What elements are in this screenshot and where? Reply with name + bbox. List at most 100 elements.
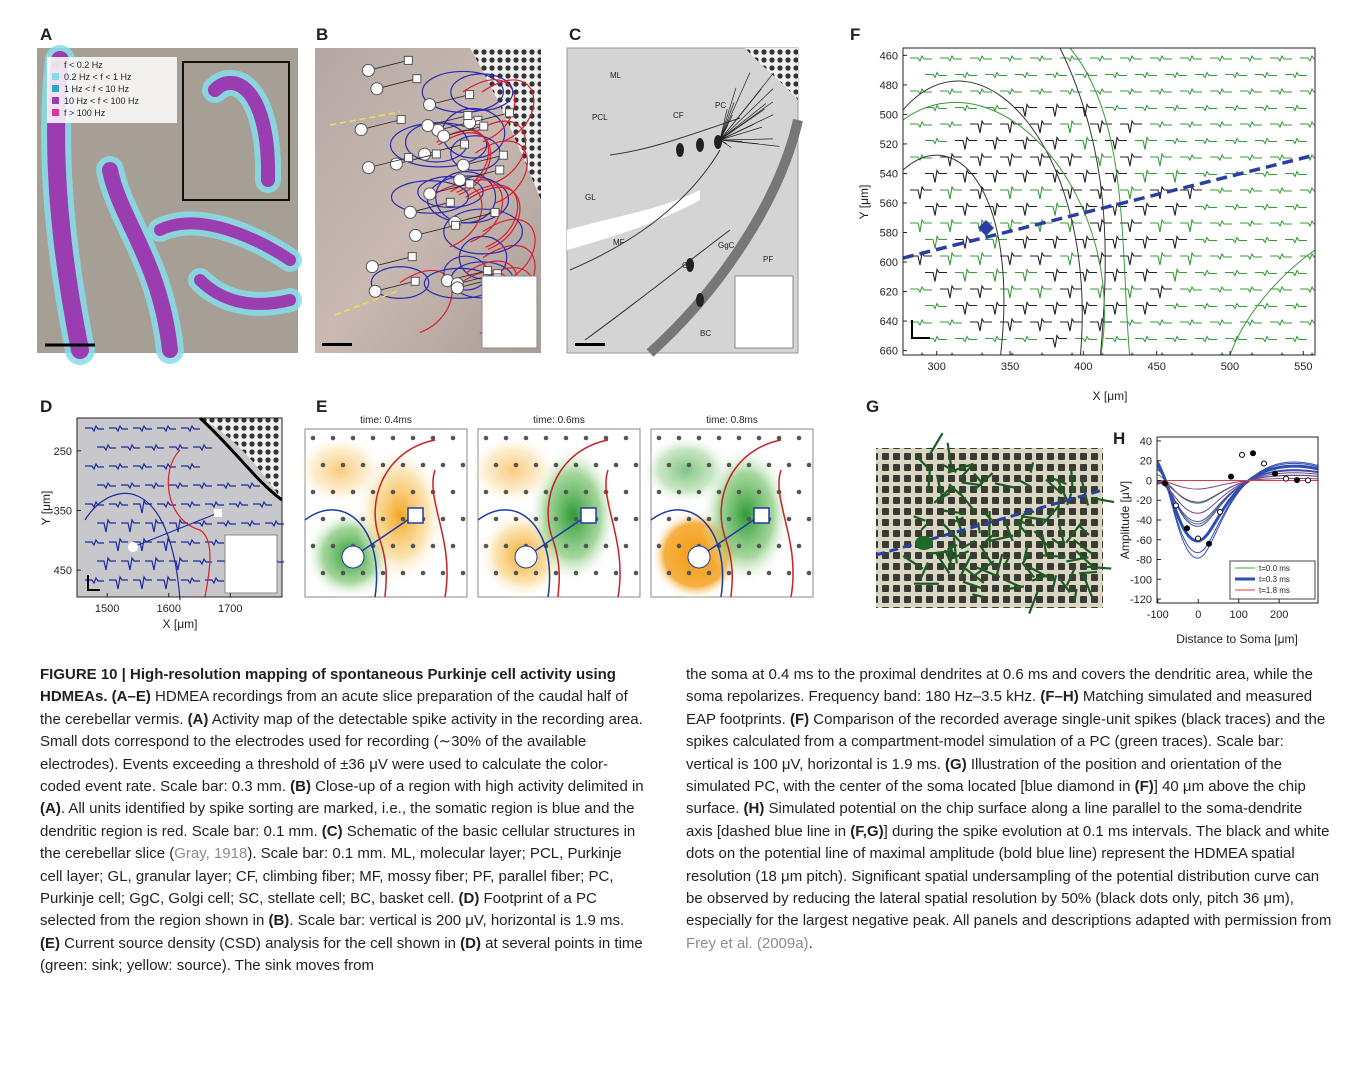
spike-trace [1090, 218, 1112, 233]
unit-link [443, 125, 484, 137]
cell [696, 293, 704, 307]
x-tick-label: 350 [1001, 361, 1019, 373]
spike-trace [1285, 236, 1307, 244]
legend-swatch [52, 85, 59, 92]
dendrite [935, 474, 945, 502]
x-axis-label: Distance to Soma [μm] [1176, 632, 1298, 646]
caption-text: (D) [458, 890, 480, 908]
potential-curve [1157, 472, 1318, 514]
spike-trace [1075, 301, 1097, 315]
spike-trace [181, 538, 200, 547]
panel-label: D [40, 397, 52, 416]
electrode [786, 516, 792, 522]
spike-trace [910, 87, 932, 96]
scale-bar [575, 343, 605, 346]
spike-trace [1195, 302, 1217, 310]
white-matter [567, 190, 700, 250]
citation-link[interactable]: Gray, 1918 [174, 845, 248, 863]
contour [84, 492, 181, 601]
sample-dot [1195, 535, 1201, 542]
spike-trace [1300, 120, 1315, 129]
electrode [340, 570, 346, 576]
x-tick-label: 450 [1147, 361, 1165, 373]
y-tick-label: -80 [1136, 555, 1152, 567]
image-band [154, 217, 296, 266]
potential-curve [1157, 477, 1318, 490]
spike-trace [1180, 120, 1202, 129]
spike-trace [121, 518, 140, 533]
spike-trace [1300, 219, 1315, 228]
dendrite-marker [490, 207, 500, 217]
caption-text: (E) [40, 934, 60, 952]
spike-trace [1075, 235, 1097, 249]
dendrite-marker [498, 150, 508, 160]
spike-trace [925, 235, 947, 249]
electrode [493, 570, 499, 576]
spike-trace [1120, 87, 1142, 96]
x-tick-label: 400 [1074, 361, 1092, 373]
citation-link[interactable]: Frey et al. (2009a) [686, 934, 809, 952]
neuron [902, 432, 1115, 614]
spike-trace [1225, 269, 1247, 277]
spike-trace [1150, 54, 1172, 63]
soma-marker [365, 260, 379, 274]
dendrite-marker [404, 153, 414, 163]
dendrite [1049, 476, 1067, 486]
dendrite [948, 483, 962, 496]
spike-trace [985, 136, 1007, 150]
soma-marker [370, 82, 384, 96]
spike-trace [1135, 169, 1157, 183]
dendrite-marker [465, 90, 475, 100]
unit-link [429, 183, 470, 195]
plot-area [903, 48, 1315, 355]
spike-trace [1255, 335, 1277, 343]
spike-trace [97, 481, 116, 490]
sample-dot [1283, 475, 1289, 482]
electrode [776, 435, 782, 441]
electrode [533, 570, 539, 576]
spike-trace [1045, 235, 1067, 249]
spike-trace [1015, 169, 1037, 183]
dendrite [943, 509, 967, 515]
dendrite [1073, 588, 1078, 603]
dendrite [952, 537, 958, 564]
annotation: CF [673, 111, 684, 120]
image-band [102, 162, 178, 358]
soma-marker [128, 542, 138, 552]
spike-trace [955, 71, 977, 79]
electrode [430, 435, 436, 441]
x-tick-label: 0 [1195, 609, 1201, 621]
spike-trace [955, 202, 977, 216]
spike-trace [1060, 218, 1082, 233]
electrode [603, 543, 609, 549]
spike-trace [1315, 172, 1337, 177]
dendrite [927, 465, 932, 493]
dendrite [1057, 496, 1060, 518]
spike-trace [1135, 71, 1157, 79]
dendrite [1042, 554, 1066, 559]
electrode [310, 489, 316, 495]
annotation: PF [763, 255, 773, 264]
spike-trace [205, 538, 224, 547]
spike-trace [85, 576, 104, 585]
spike-trace [1270, 285, 1292, 294]
caption-text: FIGURE 10 | High-resolution mapping of s… [40, 666, 616, 706]
dendrite-marker [505, 108, 515, 118]
spike-trace [1180, 185, 1202, 200]
dendrite [1027, 565, 1054, 581]
electrode [756, 435, 762, 441]
electrode [420, 462, 426, 468]
spike-trace [1120, 318, 1142, 327]
electrode [380, 462, 386, 468]
spike-trace [169, 481, 188, 490]
electrode [716, 435, 722, 441]
spike-trace [1120, 284, 1142, 299]
spike-trace [109, 424, 128, 433]
unit-link [415, 224, 456, 236]
annotation: BC [700, 329, 711, 338]
x-tick-label: 1600 [156, 603, 180, 615]
dendrite [943, 549, 955, 570]
electrode [686, 516, 692, 522]
dendrite [1016, 519, 1035, 527]
dendrite-contour [473, 120, 526, 184]
